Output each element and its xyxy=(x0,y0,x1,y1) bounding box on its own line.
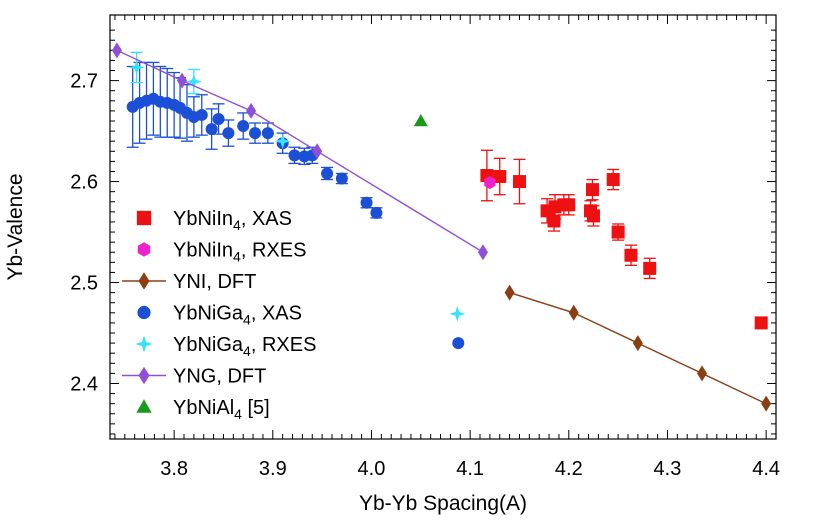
legend-item-3: YbNiGa4, XAS xyxy=(137,303,302,328)
data-point xyxy=(512,175,526,189)
data-point xyxy=(484,176,496,190)
legend-marker xyxy=(138,366,150,385)
y-tick-label: 2.7 xyxy=(70,71,98,93)
legend-item-0: YbNiIn4, XAS xyxy=(136,208,292,233)
data-point xyxy=(643,261,657,275)
x-tick-label: 4.1 xyxy=(456,458,484,480)
y-tick-labels: 2.4 2.5 2.6 2.7 xyxy=(70,71,98,396)
legend-label: YbNiIn4, RXES xyxy=(173,240,306,265)
data-point xyxy=(360,196,373,209)
x-axis-title: Yb-Yb Spacing(A) xyxy=(359,492,527,515)
legend: YbNiIn4, XAS YbNiIn4, RXES YNI, DFT YbNiGa4… xyxy=(122,208,316,422)
legend-label: YbNiGa4, XAS xyxy=(173,303,302,328)
legend-label: YNI, DFT xyxy=(173,271,256,293)
series-2 xyxy=(504,284,772,412)
legend-item-1: YbNiIn4, RXES xyxy=(137,240,306,265)
data-point xyxy=(754,316,768,330)
data-point xyxy=(493,170,507,184)
data-point xyxy=(261,127,274,140)
series-line xyxy=(116,49,484,253)
series-0 xyxy=(480,149,768,330)
legend-marker xyxy=(137,242,151,257)
data-point xyxy=(274,133,291,150)
data-point xyxy=(632,335,643,352)
y-axis-title: Yb-Valence xyxy=(4,173,27,280)
data-point xyxy=(504,284,515,301)
x-tick-labels: 3.8 3.9 4.0 4.1 4.2 4.3 4.4 xyxy=(160,458,780,480)
data-point xyxy=(237,120,250,133)
data-series xyxy=(111,42,772,412)
data-point xyxy=(335,172,348,185)
data-point xyxy=(611,225,625,239)
data-point xyxy=(205,123,218,136)
x-tick-label: 4.4 xyxy=(752,458,780,480)
axis-ticks xyxy=(110,15,777,439)
legend-marker xyxy=(136,399,152,413)
legend-label: YNG, DFT xyxy=(173,366,266,388)
legend-label: YbNiAl4 [5] xyxy=(173,397,270,422)
y-tick-label: 2.4 xyxy=(70,373,98,395)
data-point xyxy=(568,304,579,321)
data-point xyxy=(452,337,465,350)
data-point xyxy=(761,395,772,412)
x-tick-label: 4.3 xyxy=(654,458,682,480)
data-point xyxy=(321,167,334,180)
legend-item-2: YNI, DFT xyxy=(122,271,256,293)
data-point xyxy=(606,173,620,187)
x-tick-label: 3.9 xyxy=(259,458,287,480)
plot-frame xyxy=(109,14,777,440)
legend-marker xyxy=(137,305,151,320)
x-tick-label: 4.0 xyxy=(358,458,386,480)
data-point xyxy=(477,244,488,261)
legend-marker xyxy=(136,210,152,226)
data-point xyxy=(128,59,145,76)
data-point xyxy=(624,248,638,262)
data-point xyxy=(586,209,600,223)
data-point xyxy=(177,72,188,89)
legend-item-6: YbNiAl4 [5] xyxy=(136,397,270,422)
data-point xyxy=(547,214,561,228)
legend-item-4: YbNiGa4, RXES xyxy=(135,334,316,359)
data-point xyxy=(185,73,202,90)
series-6 xyxy=(413,114,428,127)
data-point xyxy=(246,102,257,119)
data-point xyxy=(585,183,599,197)
data-point xyxy=(288,149,301,162)
series-1 xyxy=(484,176,496,190)
legend-marker xyxy=(138,272,150,290)
data-point xyxy=(222,127,235,140)
x-tick-label: 3.8 xyxy=(160,458,188,480)
data-point xyxy=(370,206,383,219)
y-tick-label: 2.6 xyxy=(70,172,98,194)
series-4 xyxy=(128,51,466,322)
legend-label: YbNiGa4, RXES xyxy=(173,334,316,359)
data-point xyxy=(312,143,323,160)
data-point xyxy=(697,365,707,382)
series-5 xyxy=(111,42,488,261)
legend-marker xyxy=(135,335,153,353)
data-point xyxy=(249,127,262,140)
data-point xyxy=(195,108,208,121)
data-point xyxy=(111,42,122,59)
y-tick-label: 2.5 xyxy=(70,273,98,295)
legend-label: YbNiIn4, XAS xyxy=(173,208,292,233)
x-tick-label: 4.2 xyxy=(555,458,583,480)
data-point xyxy=(212,112,225,125)
legend-item-5: YNG, DFT xyxy=(122,366,266,388)
data-point xyxy=(413,114,428,127)
data-point xyxy=(449,305,466,322)
data-point xyxy=(562,198,576,212)
